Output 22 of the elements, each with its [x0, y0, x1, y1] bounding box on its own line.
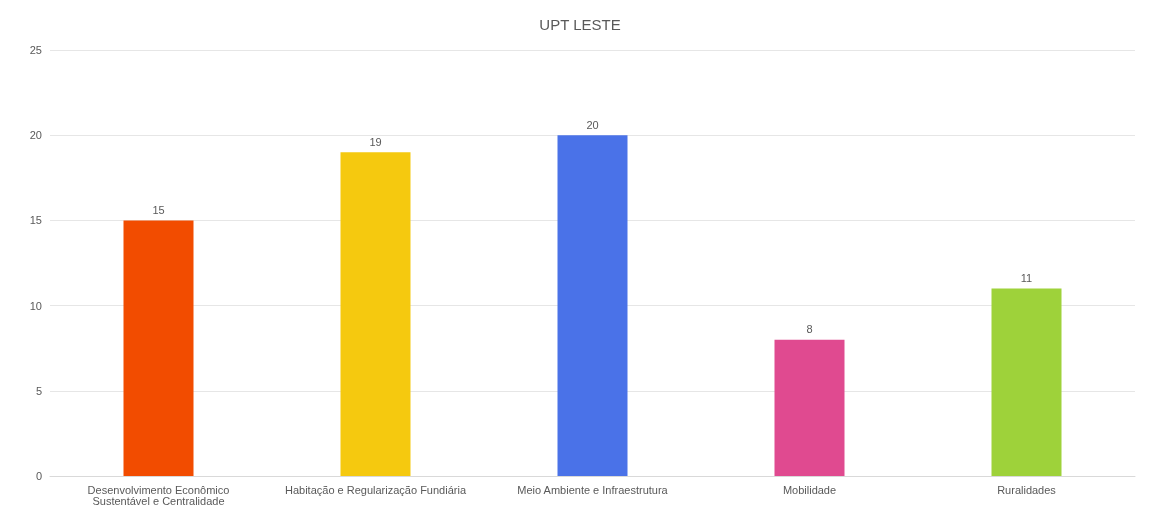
bar — [991, 288, 1062, 476]
x-tick-label: Meio Ambiente e Infraestrutura — [517, 483, 669, 496]
data-label: 20 — [586, 118, 599, 131]
bar — [123, 220, 194, 476]
y-tick-label: 10 — [29, 299, 42, 312]
data-label: 8 — [806, 323, 813, 336]
x-tick-label: Desenvolvimento Econômico Sustentável e Centralidade — [87, 483, 230, 507]
y-tick-label: 5 — [35, 384, 42, 397]
chart-title: UPT LESTE — [539, 16, 621, 33]
data-label: 11 — [1020, 272, 1033, 285]
data-label: 19 — [369, 135, 382, 148]
bar — [340, 152, 411, 476]
y-tick-label: 25 — [29, 44, 42, 56]
bar — [774, 339, 845, 476]
y-tick-label: 20 — [29, 129, 42, 142]
y-tick-label: 15 — [29, 214, 42, 227]
y-tick-label: 0 — [35, 470, 42, 482]
x-tick-label: Mobilidade — [782, 483, 837, 496]
x-tick-label: Habitação e Regularização Fundiária — [285, 483, 467, 496]
bar — [557, 135, 628, 476]
data-label: 15 — [152, 203, 165, 216]
x-tick-label: Ruralidades — [997, 483, 1057, 496]
